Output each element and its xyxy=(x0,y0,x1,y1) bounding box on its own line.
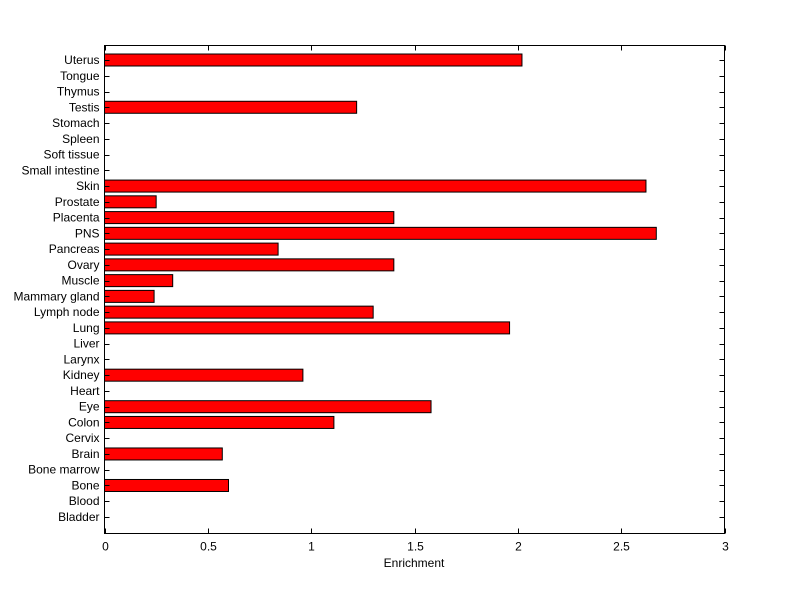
y-tick-label: Liver xyxy=(73,337,99,351)
y-tick-label: Lung xyxy=(73,321,100,335)
y-tick-label: PNS xyxy=(75,226,100,240)
x-tick-label: 0.5 xyxy=(200,540,217,554)
bar-testis xyxy=(104,100,358,114)
x-tick-label: 0 xyxy=(102,540,109,554)
x-axis-label: Enrichment xyxy=(384,556,445,570)
y-tick-label: Uterus xyxy=(64,53,99,67)
x-tick-label: 3 xyxy=(722,540,729,554)
bar-bone xyxy=(104,478,229,492)
bar-eye xyxy=(104,400,432,414)
bar-pancreas xyxy=(104,242,279,256)
y-tick-label: Eye xyxy=(79,400,100,414)
bar-placenta xyxy=(104,211,395,225)
bar-mammary-gland xyxy=(104,289,155,303)
y-tick-label: Heart xyxy=(70,384,100,398)
bar-kidney xyxy=(104,368,304,382)
y-tick-label: Skin xyxy=(76,179,99,193)
bar-skin xyxy=(104,179,647,193)
y-tick-label: Muscle xyxy=(61,274,99,288)
bar-ovary xyxy=(104,258,395,272)
y-tick-label: Stomach xyxy=(52,116,99,130)
bar-pns xyxy=(104,226,657,240)
y-tick-label: Placenta xyxy=(53,211,100,225)
bar-prostate xyxy=(104,195,157,209)
y-tick-label: Bladder xyxy=(58,510,99,524)
y-tick-label: Pancreas xyxy=(49,242,100,256)
y-tick-label: Cervix xyxy=(65,431,99,445)
bar-colon xyxy=(104,415,335,429)
y-tick-label: Mammary gland xyxy=(13,289,99,303)
bar-uterus xyxy=(104,53,523,67)
bar-lung xyxy=(104,321,511,335)
y-tick-label: Kidney xyxy=(63,368,100,382)
y-tick-label: Larynx xyxy=(63,352,99,366)
y-tick-label: Brain xyxy=(71,447,99,461)
y-tick-label: Small intestine xyxy=(21,163,99,177)
y-tick-label: Thymus xyxy=(57,85,100,99)
y-tick-label: Blood xyxy=(69,494,100,508)
x-tick-label: 1.5 xyxy=(407,540,424,554)
y-tick-label: Colon xyxy=(68,415,99,429)
y-tick-label: Testis xyxy=(69,100,100,114)
y-tick-label: Bone marrow xyxy=(28,463,100,477)
y-tick-label: Tongue xyxy=(60,69,100,83)
y-tick-label: Ovary xyxy=(67,258,99,272)
y-tick-label: Soft tissue xyxy=(43,148,99,162)
bar-muscle xyxy=(104,274,174,288)
x-tick-label: 1 xyxy=(308,540,315,554)
y-tick-label: Lymph node xyxy=(34,305,100,319)
plot-frame xyxy=(104,45,725,534)
x-tick-label: 2.5 xyxy=(613,540,630,554)
y-tick-label: Prostate xyxy=(55,195,100,209)
y-tick-label: Spleen xyxy=(62,132,99,146)
bar-lymph-node xyxy=(104,305,374,319)
bar-brain xyxy=(104,447,223,461)
x-tick-label: 2 xyxy=(515,540,522,554)
y-tick-label: Bone xyxy=(71,478,99,492)
